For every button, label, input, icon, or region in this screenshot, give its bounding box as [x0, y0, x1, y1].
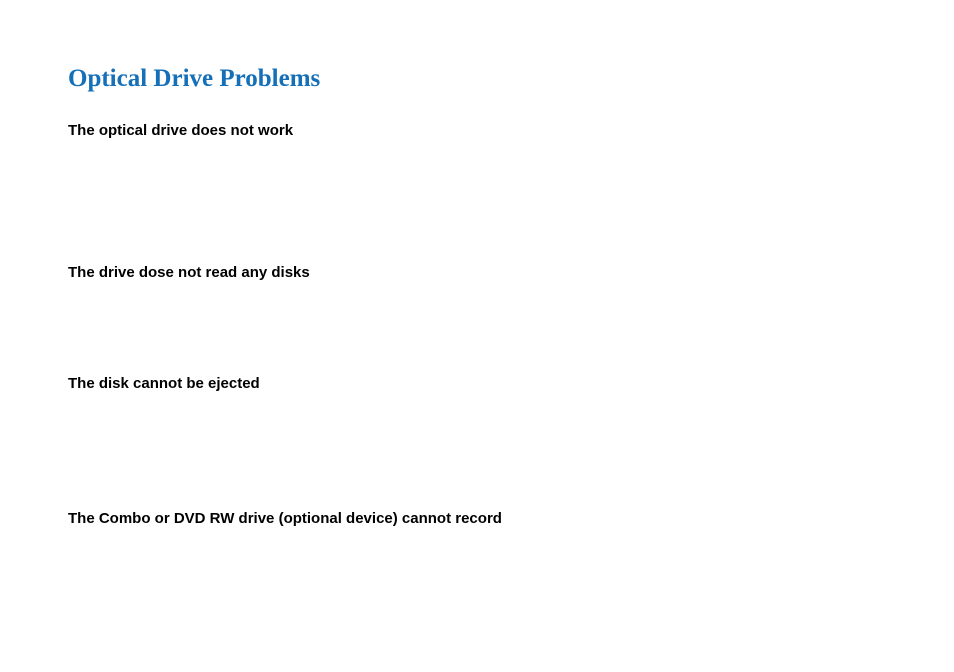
problem-heading-4: The Combo or DVD RW drive (optional devi…: [68, 509, 954, 529]
spacer: [68, 282, 954, 374]
problem-heading-2: The drive dose not read any disks: [68, 263, 954, 283]
spacer: [68, 141, 954, 263]
problem-heading-3: The disk cannot be ejected: [68, 374, 954, 394]
problem-heading-1: The optical drive does not work: [68, 121, 954, 141]
section-title: Optical Drive Problems: [68, 65, 954, 93]
spacer: [68, 394, 954, 509]
